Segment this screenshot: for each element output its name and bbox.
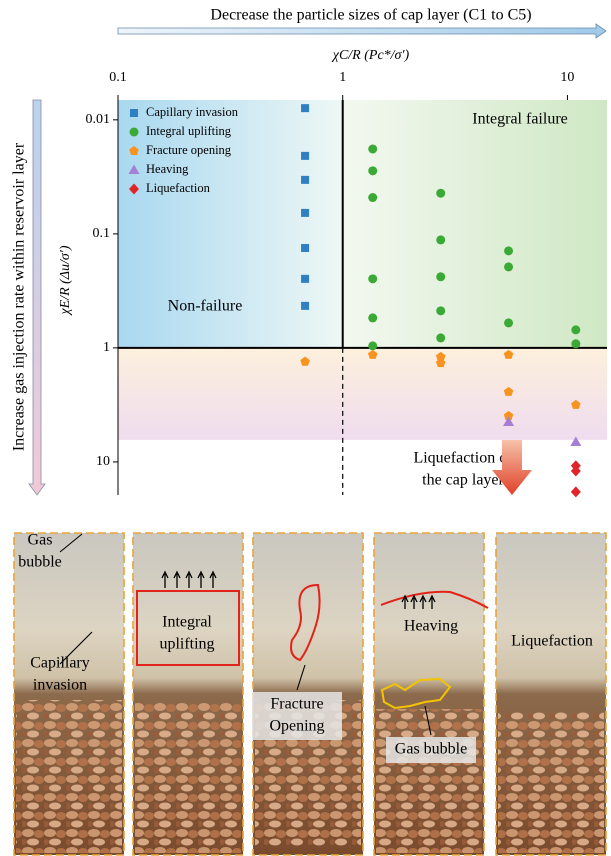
photo-label: Integral [162, 614, 212, 631]
photo-label: invasion [33, 677, 87, 694]
marker [436, 333, 445, 342]
gravel [498, 712, 604, 853]
page: {"chart_data": { "type": "scatter", "top… [0, 0, 611, 856]
marker [368, 274, 377, 283]
band-region [118, 348, 607, 440]
y-tick-label: 0.1 [93, 226, 111, 241]
photo-label: Capillary [30, 655, 90, 672]
figure: Decrease the particle sizes of cap layer… [0, 0, 611, 856]
marker [368, 341, 377, 350]
marker [368, 166, 377, 175]
x-tick-label: 10 [560, 70, 574, 85]
marker [571, 486, 581, 497]
legend-label: Fracture opening [146, 143, 232, 157]
marker [436, 306, 445, 315]
marker [504, 318, 513, 327]
marker [504, 246, 513, 255]
marker [301, 244, 309, 252]
annotation: Non-failure [168, 298, 243, 315]
y-tick-label: 1 [103, 340, 110, 355]
photo-label: Opening [269, 718, 324, 735]
marker [436, 189, 445, 198]
marker [301, 275, 309, 283]
y-tick-label: 10 [96, 454, 110, 469]
left-arrow [29, 100, 45, 495]
top-arrow [118, 24, 606, 38]
legend-marker [130, 128, 139, 137]
photo-label: Gas [28, 532, 53, 549]
annotation: Liquefaction of [413, 450, 513, 467]
gravel [376, 709, 482, 853]
left-arrow-label: Increase gas injection rate within reser… [11, 142, 28, 451]
marker [368, 193, 377, 202]
marker [301, 152, 309, 160]
photo-label: bubble [18, 554, 62, 571]
failure-region [343, 100, 607, 348]
marker [571, 325, 580, 334]
marker [301, 209, 309, 217]
legend-label: Liquefaction [146, 181, 211, 195]
y-axis-label: χE/R (Δu/σ′) [58, 245, 73, 316]
marker [368, 313, 377, 322]
annotation: Integral failure [472, 111, 568, 128]
photo-label: Liquefaction [511, 633, 593, 650]
marker [368, 144, 377, 153]
gravel [135, 703, 241, 853]
y-tick-label: 0.01 [86, 112, 111, 127]
marker [301, 104, 309, 112]
marker [301, 302, 309, 310]
marker [436, 235, 445, 244]
gravel [16, 700, 122, 853]
legend-label: Heaving [146, 162, 189, 176]
annotation: the cap layer [422, 472, 504, 489]
marker [504, 262, 513, 271]
photo-label: Heaving [404, 618, 458, 635]
marker [301, 176, 309, 184]
marker [436, 272, 445, 281]
legend-marker [130, 109, 138, 117]
legend-label: Capillary invasion [146, 105, 239, 119]
x-axis-label: χC/R (Pc*/σ′) [331, 48, 410, 63]
marker [571, 339, 580, 348]
plot-area: 0.01 0.1 1 10 0.1 1 10 Capillary invasion Integr… [86, 70, 608, 497]
x-tick-label: 1 [339, 70, 346, 85]
photo-label: uplifting [159, 636, 214, 653]
x-tick-label: 0.1 [109, 70, 127, 85]
photo-panels: Gas bubble Capillary invasion Integral uplift… [14, 532, 606, 855]
top-arrow-label: Decrease the particle sizes of cap layer… [210, 7, 531, 24]
legend-label: Integral uplifting [146, 124, 232, 138]
photo-label: Fracture [270, 696, 323, 713]
photo-label: Gas bubble [395, 741, 467, 758]
